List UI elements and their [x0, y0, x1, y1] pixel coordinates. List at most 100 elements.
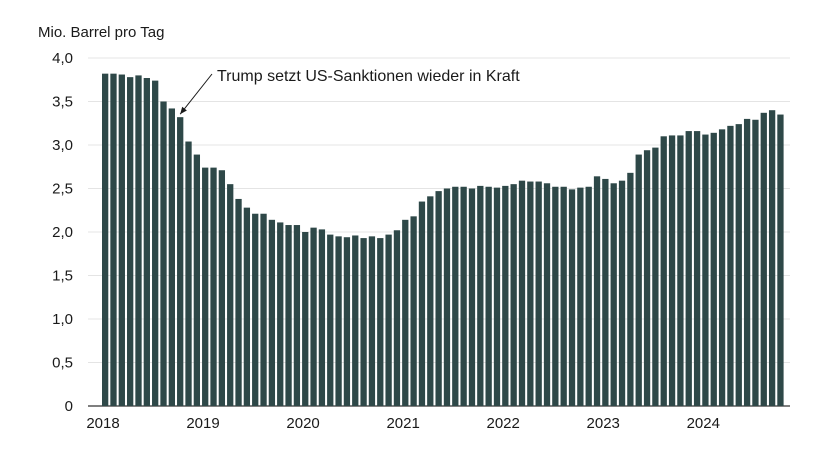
bar — [693, 131, 701, 406]
y-tick-labels: 0 0,5 1,0 1,5 2,0 2,5 3,0 3,5 4,0 — [52, 50, 73, 415]
x-tick-label: 2021 — [386, 415, 419, 432]
bar — [285, 225, 292, 406]
bar — [652, 147, 659, 407]
bar — [518, 180, 526, 406]
bar — [352, 235, 359, 406]
bar — [152, 80, 159, 407]
bar — [635, 154, 642, 406]
y-tick-label: 2,0 — [52, 224, 73, 241]
bar — [702, 134, 709, 406]
bar — [143, 78, 150, 406]
bar — [210, 167, 217, 406]
x-tick-labels: 2018 2019 2020 2021 2022 2023 2024 — [86, 415, 720, 432]
bar — [743, 118, 751, 407]
bar — [227, 184, 234, 406]
bar — [110, 73, 117, 406]
y-tick-label: 0,5 — [52, 355, 73, 372]
bar — [368, 236, 376, 406]
bar — [435, 191, 442, 406]
bar — [685, 131, 692, 406]
bar — [452, 186, 459, 406]
bar — [543, 183, 551, 406]
bar — [185, 141, 192, 406]
y-tick-label: 4,0 — [52, 50, 73, 67]
x-tick-label: 2018 — [86, 415, 119, 432]
bar — [127, 77, 134, 406]
bar — [493, 187, 501, 406]
bars — [102, 73, 784, 407]
bar — [260, 213, 267, 406]
bar — [552, 186, 559, 406]
bar — [310, 227, 317, 406]
bar — [610, 183, 617, 406]
bar — [585, 186, 592, 406]
bar — [443, 188, 451, 406]
bar — [218, 170, 226, 406]
bar — [535, 181, 542, 406]
y-axis-label: Mio. Barrel pro Tag — [38, 24, 164, 41]
bar — [277, 222, 284, 406]
y-tick-label: 1,5 — [52, 268, 73, 285]
annotation-leader-line — [179, 73, 213, 115]
bar — [327, 234, 334, 406]
x-tick-label: 2020 — [286, 415, 319, 432]
bar — [777, 114, 784, 407]
bar — [402, 219, 409, 406]
bar — [268, 219, 276, 406]
bar — [643, 150, 651, 406]
x-tick-label: 2024 — [687, 415, 720, 432]
bar — [168, 108, 175, 407]
bar — [752, 119, 759, 407]
annotation-text: Trump setzt US-Sanktionen wieder in Kraf… — [217, 68, 520, 85]
bar — [252, 213, 259, 406]
bar — [710, 132, 717, 406]
bar — [360, 238, 367, 406]
y-tick-label: 0 — [65, 398, 73, 415]
bar — [393, 230, 401, 406]
bar — [460, 186, 467, 406]
y-tick-label: 2,5 — [52, 181, 73, 198]
bar — [377, 238, 384, 406]
bar — [318, 229, 326, 406]
bar — [577, 187, 584, 406]
bar — [485, 186, 492, 406]
y-tick-label: 3,0 — [52, 137, 73, 154]
annotation-arrowhead — [180, 106, 187, 115]
bar — [660, 136, 667, 407]
x-tick-label: 2023 — [587, 415, 620, 432]
y-tick-label: 3,5 — [52, 94, 73, 111]
bar — [343, 237, 351, 406]
bar — [510, 184, 517, 406]
bar — [302, 232, 309, 406]
x-tick-label: 2019 — [186, 415, 219, 432]
bar — [177, 117, 184, 406]
bar — [718, 129, 726, 406]
bar — [568, 189, 576, 406]
bar — [235, 198, 242, 406]
bar — [668, 135, 676, 406]
bar — [243, 207, 251, 406]
bar — [118, 74, 125, 406]
bar — [677, 135, 684, 406]
bar — [618, 180, 626, 406]
x-tick-label: 2022 — [486, 415, 519, 432]
bar — [760, 112, 767, 406]
bar — [202, 167, 209, 406]
annotation: Trump setzt US-Sanktionen wieder in Kraf… — [179, 68, 520, 115]
bar — [560, 186, 567, 406]
bar — [293, 225, 301, 406]
bar — [527, 181, 534, 406]
bar — [427, 196, 434, 406]
bar — [727, 125, 734, 407]
bar — [627, 172, 634, 406]
bar — [593, 176, 601, 406]
bar — [335, 236, 342, 406]
bar — [135, 75, 142, 407]
bar — [410, 216, 417, 406]
bar — [160, 101, 167, 406]
bar — [502, 185, 509, 406]
bar — [602, 178, 609, 406]
bar — [418, 201, 426, 406]
bar — [768, 110, 776, 406]
